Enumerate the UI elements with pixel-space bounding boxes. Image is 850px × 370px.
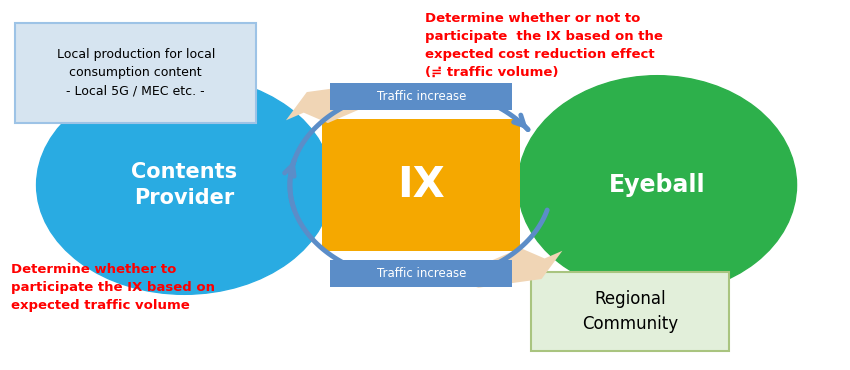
Polygon shape: [470, 248, 563, 288]
FancyBboxPatch shape: [530, 272, 729, 351]
Text: Traffic increase: Traffic increase: [377, 267, 466, 280]
Text: Eyeball: Eyeball: [609, 173, 706, 197]
Ellipse shape: [518, 76, 796, 294]
FancyBboxPatch shape: [322, 120, 520, 250]
Text: Determine whether to
participate the IX based on
expected traffic volume: Determine whether to participate the IX …: [11, 263, 215, 312]
FancyBboxPatch shape: [331, 260, 512, 287]
Text: Traffic increase: Traffic increase: [377, 90, 466, 103]
Text: Determine whether or not to
participate  the IX based on the
expected cost reduc: Determine whether or not to participate …: [425, 12, 663, 79]
Text: Regional
Community: Regional Community: [581, 290, 677, 333]
Text: Contents
Provider: Contents Provider: [131, 162, 237, 208]
Text: Local production for local
consumption content
- Local 5G / MEC etc. -: Local production for local consumption c…: [57, 48, 215, 97]
FancyBboxPatch shape: [331, 83, 512, 110]
FancyBboxPatch shape: [15, 23, 256, 123]
Polygon shape: [286, 83, 378, 123]
Ellipse shape: [37, 76, 332, 294]
Text: IX: IX: [397, 164, 445, 206]
